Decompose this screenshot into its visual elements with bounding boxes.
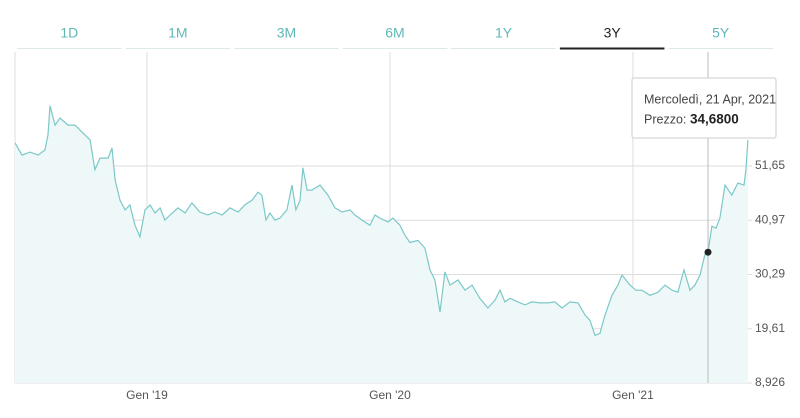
tooltip-date: Mercoledì, 21 Apr, 2021 [644,92,776,106]
range-button[interactable] [17,20,122,48]
tooltip-box [631,77,777,139]
range-label[interactable]: 3M [277,25,296,41]
range-button[interactable] [668,20,773,48]
range-label[interactable]: 6M [385,25,404,41]
y-tick-label: 30,29 [755,267,785,281]
range-label[interactable]: 1M [168,25,187,41]
price-line [14,105,749,337]
range-label[interactable]: 1D [60,25,78,41]
tooltip-label: Prezzo: [644,112,686,126]
y-tick-label: 51,65 [755,158,785,172]
y-tick-label: 40,97 [755,212,785,226]
x-tick-label: Gen '20 [369,388,411,402]
range-label[interactable]: 1Y [495,25,513,41]
range-label[interactable]: 3Y [604,25,622,41]
x-tick-label: Gen '21 [612,388,654,402]
x-tick-label: Gen '19 [126,388,168,402]
range-button[interactable] [559,20,665,48]
range-button[interactable] [451,20,556,48]
range-button[interactable] [342,20,448,48]
y-tick-label: 19,61 [755,321,785,335]
range-button[interactable] [125,20,231,48]
tooltip-value: 34,6800 [690,112,739,127]
range-button[interactable] [234,20,339,48]
area-fill [15,105,748,384]
hover-point [704,248,712,256]
y-tick-label: 8,926 [755,375,785,389]
range-label[interactable]: 5Y [712,25,730,41]
